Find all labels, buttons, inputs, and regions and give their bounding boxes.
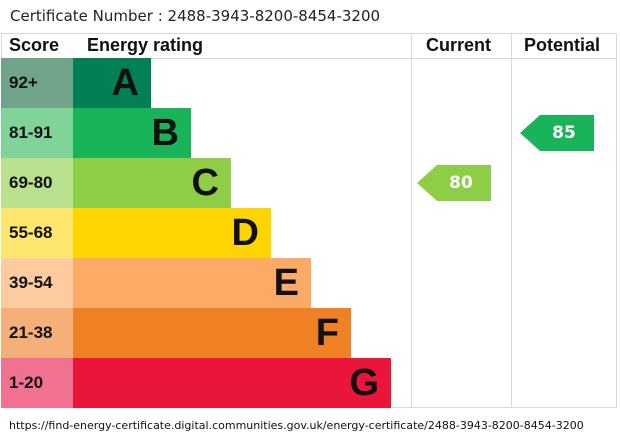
divider (1, 58, 617, 59)
rating-bar-c: C (73, 158, 231, 208)
header-score: Score (9, 35, 60, 55)
header-potential: Potential (524, 35, 601, 55)
header-current: Current (426, 35, 492, 55)
header-energy-rating: Energy rating (87, 35, 204, 55)
rating-bar-f: F (73, 308, 351, 358)
score-range-e: 39-54 (1, 258, 73, 308)
score-range-d: 55-68 (1, 208, 73, 258)
rating-bar-g: G (73, 358, 391, 408)
divider (511, 33, 512, 408)
divider (411, 33, 412, 408)
current-rating-value: 80 (449, 173, 473, 193)
rating-bar-b: B (73, 108, 191, 158)
score-range-g: 1-20 (1, 358, 73, 408)
rating-bar-d: D (73, 208, 271, 258)
score-range-f: 21-38 (1, 308, 73, 358)
rating-bar-e: E (73, 258, 311, 308)
certificate-number: Certificate Number : 2488-3943-8200-8454… (10, 7, 381, 25)
potential-rating-value: 85 (552, 123, 576, 143)
score-range-a: 92+ (1, 58, 73, 108)
rating-bar-a: A (73, 58, 151, 108)
score-range-c: 69-80 (1, 158, 73, 208)
score-range-b: 81-91 (1, 108, 73, 158)
certificate-url[interactable]: https://find-energy-certificate.digital.… (9, 419, 584, 432)
